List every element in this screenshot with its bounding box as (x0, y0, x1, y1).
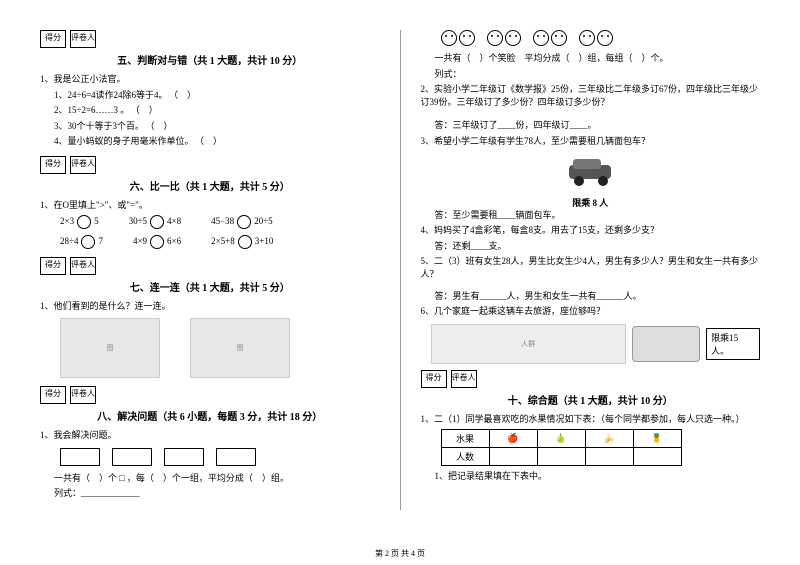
section-7-title: 七、连一连（共 1 大题，共计 5 分） (40, 279, 380, 294)
reviewer-label: 评卷人 (70, 30, 96, 48)
q5: 5、二（3）班有女生28人，男生比女生少4人，男生有多少人？男生和女生一共有多少… (421, 255, 761, 280)
illustration-connect: 图 图 (40, 318, 380, 378)
reviewer-label: 评卷人 (70, 156, 96, 174)
score-box-5: 得分 评卷人 (40, 30, 380, 48)
expr: 2×35 (60, 215, 99, 229)
q3-answer: 答：至少需要租____辆面包车。 (421, 209, 761, 222)
illus-left: 图 (60, 318, 160, 378)
q7-1: 1、他们看到的是什么？连一连。 (40, 300, 380, 313)
squares-row (40, 448, 380, 466)
expr: 4×96×6 (133, 235, 181, 249)
q5-item: 4、量小蚂蚁的身子用毫米作单位。（ ） (54, 135, 380, 148)
q2-answer: 答：三年级订了____份，四年级订____。 (421, 119, 761, 132)
fruit-cell: 🍐 (537, 430, 585, 448)
math-row-1: 2×35 30÷54×8 45−3820÷5 (40, 215, 380, 229)
reviewer-label: 评卷人 (451, 370, 477, 388)
bus-illustration: 人群 限乘15人。 (431, 324, 761, 364)
q8-line: 一共有（ ）个 □ ，每（ ）个一组，平均分成（ ）组。 (40, 472, 380, 485)
th-count: 人数 (441, 448, 489, 466)
reviewer-label: 评卷人 (70, 386, 96, 404)
score-label: 得分 (40, 386, 66, 404)
th-fruit: 水果 (441, 430, 489, 448)
faces-formula: 列式： (421, 68, 761, 81)
q4-answer: 答：还剩____支。 (421, 240, 761, 253)
faces-row (421, 30, 761, 46)
section-6-title: 六、比一比（共 1 大题，共计 5 分） (40, 178, 380, 193)
score-box-7: 得分 评卷人 (40, 257, 380, 275)
fruit-table: 水果 🍎 🍐 🍌 🍍 人数 (441, 429, 682, 466)
q4: 4、妈妈买了4盒彩笔，每盒8支。用去了15支，还剩多少支？ (421, 224, 761, 237)
illus-right: 图 (190, 318, 290, 378)
page-footer: 第 2 页 共 4 页 (0, 548, 800, 559)
q8-line2: 列式：_____________ (40, 487, 380, 500)
faces-text: 一共有（ ）个笑脸 平均分成（ ）组，每组（ ）个。 (421, 52, 761, 65)
section-10-title: 十、综合题（共 1 大题，共计 10 分） (421, 392, 761, 407)
q6: 6、几个家庭一起乘这辆车去旅游，座位够吗？ (421, 305, 761, 318)
q5-item: 2、15÷2=6……3 。（ ） (54, 104, 380, 117)
q8-1: 1、我会解决问题。 (40, 429, 380, 442)
q3: 3、希望小学二年级有学生78人，至少需要租几辆面包车？ (421, 135, 761, 148)
score-box-10: 得分 评卷人 (421, 370, 761, 388)
q5-item: 1、24÷6=4读作24除6等于4。（ ） (54, 89, 380, 102)
score-box-8: 得分 评卷人 (40, 386, 380, 404)
section-8-title: 八、解决问题（共 6 小题，每题 3 分，共计 18 分） (40, 408, 380, 423)
right-column: 一共有（ ）个笑脸 平均分成（ ）组，每组（ ）个。 列式： 2、实验小学二年级… (421, 30, 761, 510)
math-row-2: 28÷47 4×96×6 2×5+83+10 (40, 235, 380, 249)
limit-tag: 限乘15人。 (706, 328, 760, 360)
square (164, 448, 204, 466)
q5-item: 3、30个十等于3个百。（ ） (54, 120, 380, 133)
expr: 30÷54×8 (129, 215, 182, 229)
q5-1: 1、我是公正小法官。 (40, 73, 380, 86)
section-5-title: 五、判断对与错（共 1 大题，共计 10 分） (40, 52, 380, 67)
car-icon (560, 152, 620, 192)
q2: 2、实验小学二年级订《数学报》25份，三年级比二年级多订67份，四年级比三年级少… (421, 83, 761, 108)
left-column: 得分 评卷人 五、判断对与错（共 1 大题，共计 10 分） 1、我是公正小法官… (40, 30, 380, 510)
fruit-cell: 🍎 (489, 430, 537, 448)
square (112, 448, 152, 466)
fruit-cell: 🍌 (585, 430, 633, 448)
bus-icon (632, 326, 700, 362)
expr: 2×5+83+10 (211, 235, 273, 249)
score-label: 得分 (421, 370, 447, 388)
reviewer-label: 评卷人 (70, 257, 96, 275)
square (216, 448, 256, 466)
table-row: 水果 🍎 🍐 🍌 🍍 (441, 430, 681, 448)
score-box-6: 得分 评卷人 (40, 156, 380, 174)
q5-answer: 答：男生有______人，男生和女生一共有______人。 (421, 290, 761, 303)
people-icon: 人群 (431, 324, 626, 364)
expr: 45−3820÷5 (211, 215, 273, 229)
q6-1: 1、在O里填上">"、或"="。 (40, 199, 380, 212)
q10-note: 1、把记录结果填在下表中。 (421, 470, 761, 483)
score-label: 得分 (40, 156, 66, 174)
score-label: 得分 (40, 30, 66, 48)
car-caption: 限乘 8 人 (421, 196, 761, 209)
expr: 28÷47 (60, 235, 103, 249)
score-label: 得分 (40, 257, 66, 275)
square (60, 448, 100, 466)
q10-1: 1、二（1）同学最喜欢吃的水果情况如下表：（每个同学都参加，每人只选一种。） (421, 413, 761, 426)
fruit-cell: 🍍 (633, 430, 681, 448)
column-divider (400, 30, 401, 510)
table-row: 人数 (441, 448, 681, 466)
